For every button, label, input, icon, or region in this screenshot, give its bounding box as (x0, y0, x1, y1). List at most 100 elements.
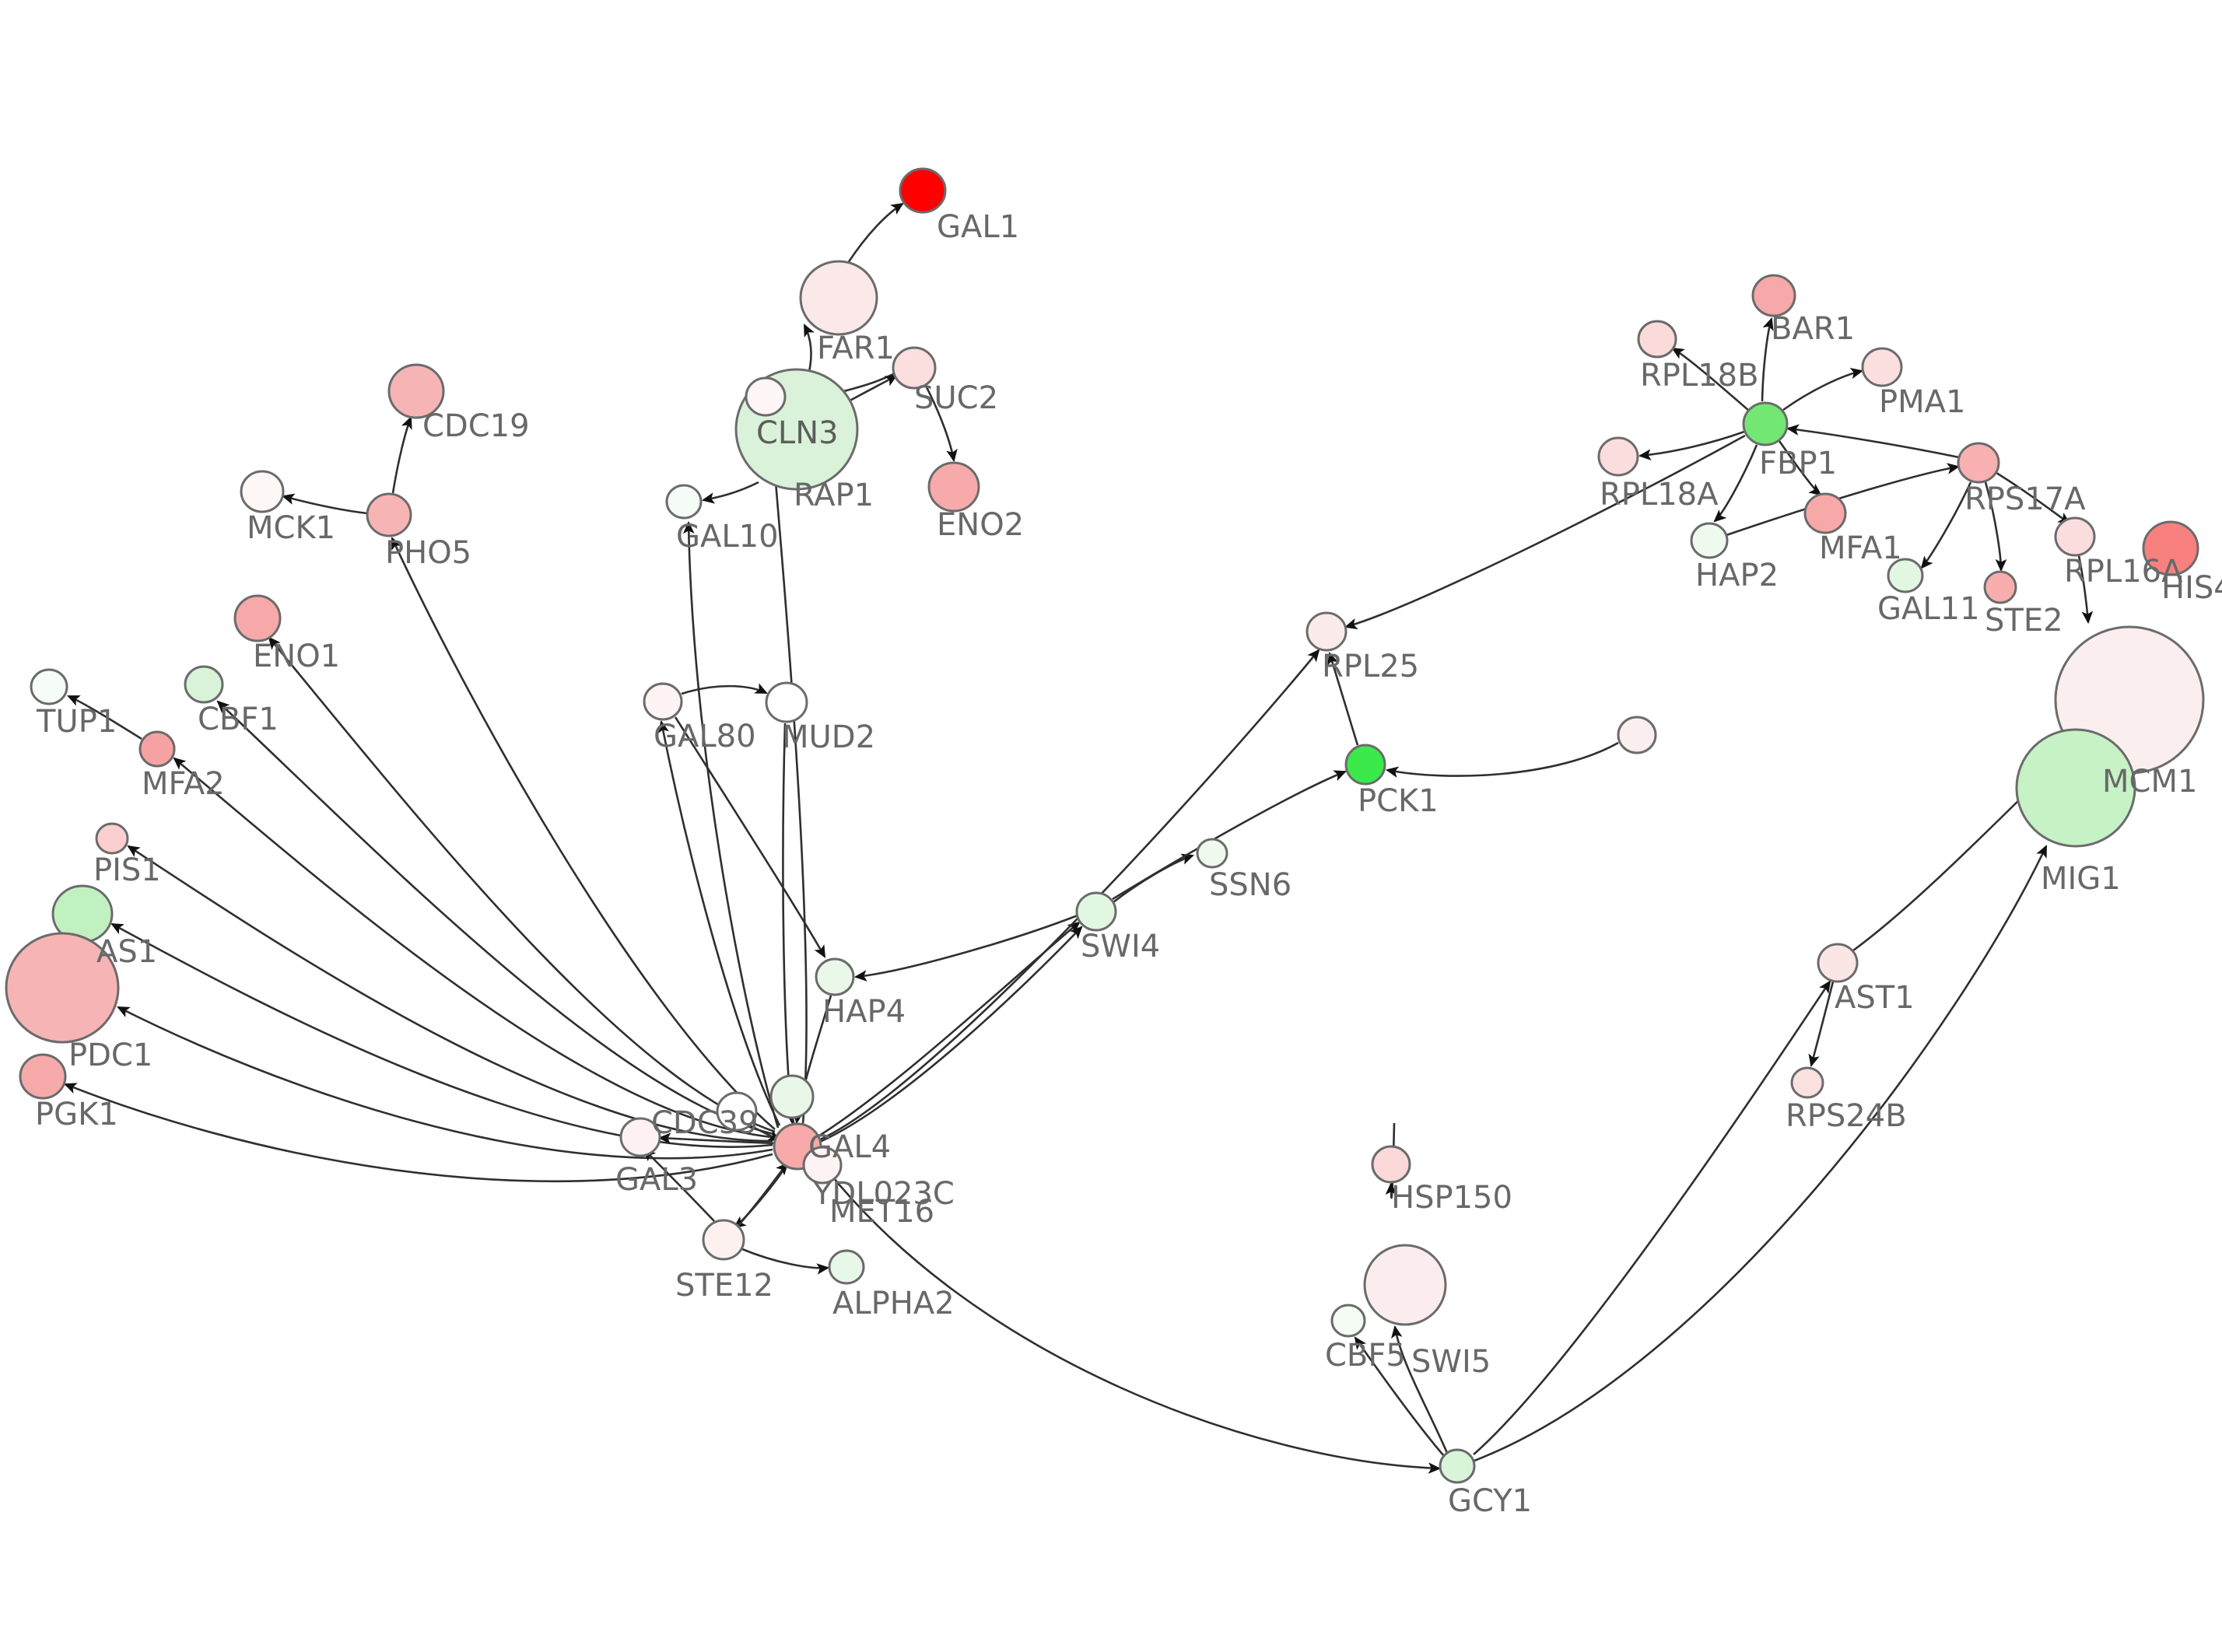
edge-gal4-to-gal10 (682, 520, 780, 1129)
node-label-fbp1: FBP1 (1759, 446, 1837, 481)
node-gal4_grn[interactable] (769, 1074, 815, 1119)
node-pdc1[interactable] (5, 932, 120, 1044)
node-hap2[interactable] (1690, 522, 1729, 559)
node-label-hap2: HAP2 (1695, 558, 1779, 593)
node-label-rps17a: RPS17A (1964, 481, 2086, 517)
node-label-pma1: PMA1 (1879, 384, 1965, 420)
node-pho5[interactable] (366, 492, 412, 537)
node-ssn6[interactable] (1196, 838, 1228, 869)
node-label-ste2: STE2 (1985, 603, 2063, 639)
node-rpl25[interactable] (1306, 611, 1348, 652)
node-label-met16: MET16 (829, 1194, 934, 1230)
node-pgk1[interactable] (19, 1053, 67, 1100)
node-label-ydl023c: YDL023C (812, 1176, 955, 1212)
node-label-rap1: RAP1 (794, 478, 874, 513)
node-rpl18b[interactable] (1637, 320, 1677, 359)
edge-fbp1-to-rpl25 (1344, 434, 1746, 630)
edge-gcy1-to-cbf5 (1354, 1336, 1445, 1457)
edge-mfa2-to-tup1 (67, 695, 142, 740)
node-node_u1[interactable] (1617, 716, 1657, 754)
node-label-mcm1: MCM1 (2102, 764, 2197, 800)
edge-gal4-to-mfa2 (173, 757, 773, 1139)
node-rpl18a[interactable] (1597, 436, 1639, 477)
edge-gal80-to-mud2 (681, 683, 768, 695)
node-alpha2[interactable] (828, 1249, 865, 1285)
node-suc2[interactable] (892, 346, 937, 390)
node-gcy1[interactable] (1439, 1448, 1476, 1484)
edge-gcy1-to-swi5 (1390, 1325, 1449, 1454)
edge-gal4-to-pis1 (127, 845, 773, 1143)
edge-swi4-to-hap4 (853, 914, 1078, 982)
edge-gal4-to-swi4 (816, 921, 1081, 1139)
node-ste12[interactable] (702, 1219, 745, 1261)
node-mfa2[interactable] (138, 730, 176, 768)
node-eno1[interactable] (233, 594, 282, 642)
node-label-ste12: STE12 (675, 1268, 773, 1304)
node-cdc39[interactable] (716, 1091, 758, 1132)
node-cdc19[interactable] (387, 363, 445, 419)
node-gal11[interactable] (1887, 558, 1924, 593)
node-mck1[interactable] (240, 470, 285, 513)
node-ydl023c[interactable] (802, 1146, 843, 1185)
node-swi5[interactable] (1363, 1244, 1447, 1326)
node-rap1[interactable] (745, 376, 787, 417)
edge-gal4-to-eno1 (268, 636, 776, 1133)
node-pma1[interactable] (1861, 347, 1903, 387)
node-hap4[interactable] (815, 957, 855, 996)
node-pck1[interactable] (1344, 744, 1386, 786)
node-mud2[interactable] (765, 681, 808, 723)
edge-gcy1-to-ast1 (1473, 980, 1831, 1455)
node-label-swi4: SWI4 (1081, 929, 1160, 964)
node-cbf5[interactable] (1330, 1304, 1366, 1338)
node-eno2[interactable] (927, 461, 980, 513)
edge-fbp1-to-rpl18b (1671, 347, 1750, 411)
node-label-alpha2: ALPHA2 (832, 1286, 955, 1321)
node-far1[interactable] (799, 260, 878, 336)
edge-node_u1-to-pck1 (1385, 741, 1619, 778)
node-tup1[interactable] (30, 668, 68, 705)
node-gal1[interactable] (899, 167, 947, 214)
node-rps17a[interactable] (1957, 442, 2000, 484)
node-gal3[interactable] (619, 1117, 661, 1157)
node-bar1[interactable] (1751, 274, 1796, 317)
edge-gal4-to-pho5 (391, 537, 776, 1130)
node-gal10[interactable] (665, 484, 703, 520)
node-ast1[interactable] (1817, 943, 1859, 983)
node-hsp150[interactable] (1371, 1145, 1411, 1184)
node-label-ast1: AST1 (1835, 980, 1915, 1016)
edge-pho5-to-cdc19 (391, 416, 412, 494)
node-rpl16a[interactable] (2054, 516, 2096, 557)
node-label-tup1: TUP1 (36, 704, 117, 740)
edge-pho5-to-mck1 (281, 493, 368, 515)
node-label-rpl18a: RPL18A (1600, 477, 1719, 513)
node-label-mud2: MUD2 (782, 719, 875, 755)
node-mfa1[interactable] (1803, 492, 1847, 534)
node-label-pck1: PCK1 (1358, 783, 1439, 819)
node-label-mig1: MIG1 (2041, 861, 2121, 897)
node-label-ssn6: SSN6 (1209, 867, 1291, 903)
node-label-pis1: PIS1 (93, 852, 161, 888)
node-fbp1[interactable] (1742, 401, 1789, 446)
edge-gal4-to-pgk1 (64, 1083, 773, 1183)
labels-layer: GAL1 FAR1 CLN3 RAP1 SUC2 ENO2 GAL10 CDC19 MCK1 PH… (35, 209, 2222, 1519)
node-pis1[interactable] (95, 822, 129, 855)
edge-gal4-to-cbf1 (216, 700, 774, 1136)
edge-gcy1-to-mig1 (1474, 845, 2048, 1462)
node-rps24b[interactable] (1790, 1066, 1824, 1099)
edge-fbp1-to-bar1 (1761, 317, 1774, 402)
node-his4[interactable] (2142, 520, 2199, 576)
node-ste2[interactable] (1983, 570, 2017, 604)
node-label-hap4: HAP4 (822, 994, 906, 1030)
edge-gal4-to-rap1 (765, 416, 808, 1125)
node-label-rpl16a: RPL16A (2064, 554, 2183, 590)
node-gal80[interactable] (643, 682, 683, 721)
node-label-mfa1: MFA1 (1819, 530, 1902, 566)
node-swi4[interactable] (1075, 891, 1117, 932)
edge-suc2-to-eno2 (924, 385, 958, 463)
node-label-gal11: GAL11 (1877, 591, 1980, 627)
node-label-far1: FAR1 (817, 331, 895, 366)
node-label-gal80: GAL80 (654, 719, 756, 754)
node-cbf1[interactable] (184, 665, 224, 704)
node-label-cdc39: CDC39 (651, 1105, 759, 1141)
node-mig1[interactable] (2015, 728, 2136, 848)
